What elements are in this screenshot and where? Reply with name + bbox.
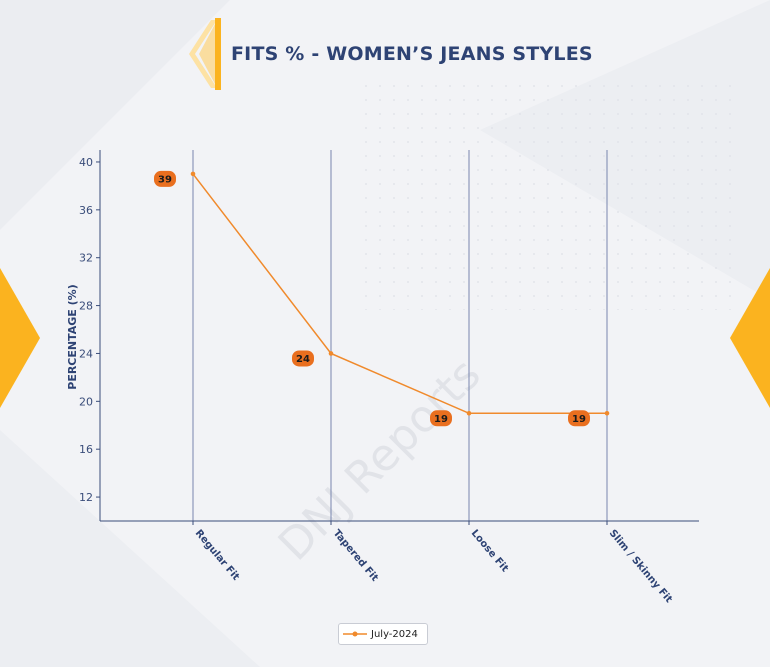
legend: July-2024 — [338, 623, 428, 645]
y-tick-label: 32 — [79, 252, 93, 265]
data-label: 24 — [296, 354, 310, 365]
data-label-badge — [430, 410, 452, 427]
data-label: 39 — [158, 174, 172, 185]
series-line — [192, 173, 607, 415]
y-axis-label: PERCENTAGE (%) — [66, 284, 79, 389]
x-tick-label: Loose Fit — [469, 528, 511, 575]
legend-line-marker — [343, 631, 367, 637]
data-label-badge — [154, 170, 176, 187]
y-tick-label: 24 — [79, 347, 93, 360]
y-tick-label: 12 — [79, 491, 93, 504]
y-tick-label: 20 — [79, 395, 93, 408]
data-point — [328, 351, 334, 356]
right-chevron-decoration — [730, 268, 770, 408]
y-tick-label: 36 — [79, 204, 93, 217]
left-chevron-decoration — [0, 268, 40, 408]
chart-title: FITS % - WOMEN’S JEANS STYLES — [231, 43, 593, 65]
data-label: 19 — [434, 414, 448, 425]
watermark-text: DNJ Reports — [269, 349, 491, 571]
data-point — [466, 410, 472, 416]
x-tick-label: Tapered Fit — [331, 528, 380, 584]
data-point — [190, 171, 196, 177]
x-tick-label: Slim / Skinny Fit — [607, 528, 674, 605]
data-label: 19 — [572, 414, 586, 425]
legend-label: July-2024 — [371, 628, 418, 640]
y-tick-label: 40 — [79, 156, 93, 169]
x-tick-label: Regular Fit — [193, 528, 242, 583]
data-point — [604, 410, 610, 416]
data-label-badge — [568, 410, 590, 427]
title-block: FITS % - WOMEN’S JEANS STYLES — [185, 18, 593, 90]
data-label-badge — [292, 350, 314, 367]
y-tick-label: 28 — [79, 300, 93, 313]
title-chevron-icon — [189, 18, 221, 90]
y-tick-label: 16 — [79, 443, 93, 456]
